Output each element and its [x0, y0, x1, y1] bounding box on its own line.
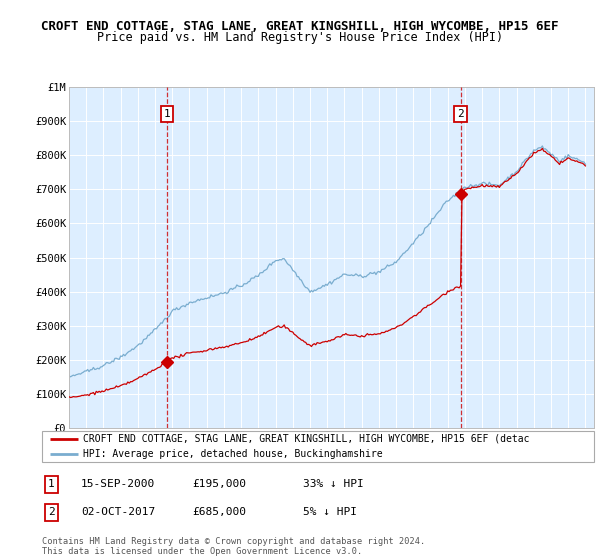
Text: CROFT END COTTAGE, STAG LANE, GREAT KINGSHILL, HIGH WYCOMBE, HP15 6EF: CROFT END COTTAGE, STAG LANE, GREAT KING…	[41, 20, 559, 32]
FancyBboxPatch shape	[42, 431, 594, 462]
Text: £685,000: £685,000	[192, 507, 246, 517]
Text: 2: 2	[48, 507, 55, 517]
Text: £195,000: £195,000	[192, 479, 246, 489]
Text: 02-OCT-2017: 02-OCT-2017	[81, 507, 155, 517]
Text: 1: 1	[48, 479, 55, 489]
Text: HPI: Average price, detached house, Buckinghamshire: HPI: Average price, detached house, Buck…	[83, 449, 383, 459]
Text: 2: 2	[457, 109, 464, 119]
Text: 5% ↓ HPI: 5% ↓ HPI	[303, 507, 357, 517]
Text: 33% ↓ HPI: 33% ↓ HPI	[303, 479, 364, 489]
Text: Price paid vs. HM Land Registry's House Price Index (HPI): Price paid vs. HM Land Registry's House …	[97, 31, 503, 44]
Text: CROFT END COTTAGE, STAG LANE, GREAT KINGSHILL, HIGH WYCOMBE, HP15 6EF (detac: CROFT END COTTAGE, STAG LANE, GREAT KING…	[83, 434, 530, 444]
Text: 1: 1	[164, 109, 170, 119]
Text: Contains HM Land Registry data © Crown copyright and database right 2024.: Contains HM Land Registry data © Crown c…	[42, 538, 425, 547]
Text: 15-SEP-2000: 15-SEP-2000	[81, 479, 155, 489]
Text: This data is licensed under the Open Government Licence v3.0.: This data is licensed under the Open Gov…	[42, 548, 362, 557]
